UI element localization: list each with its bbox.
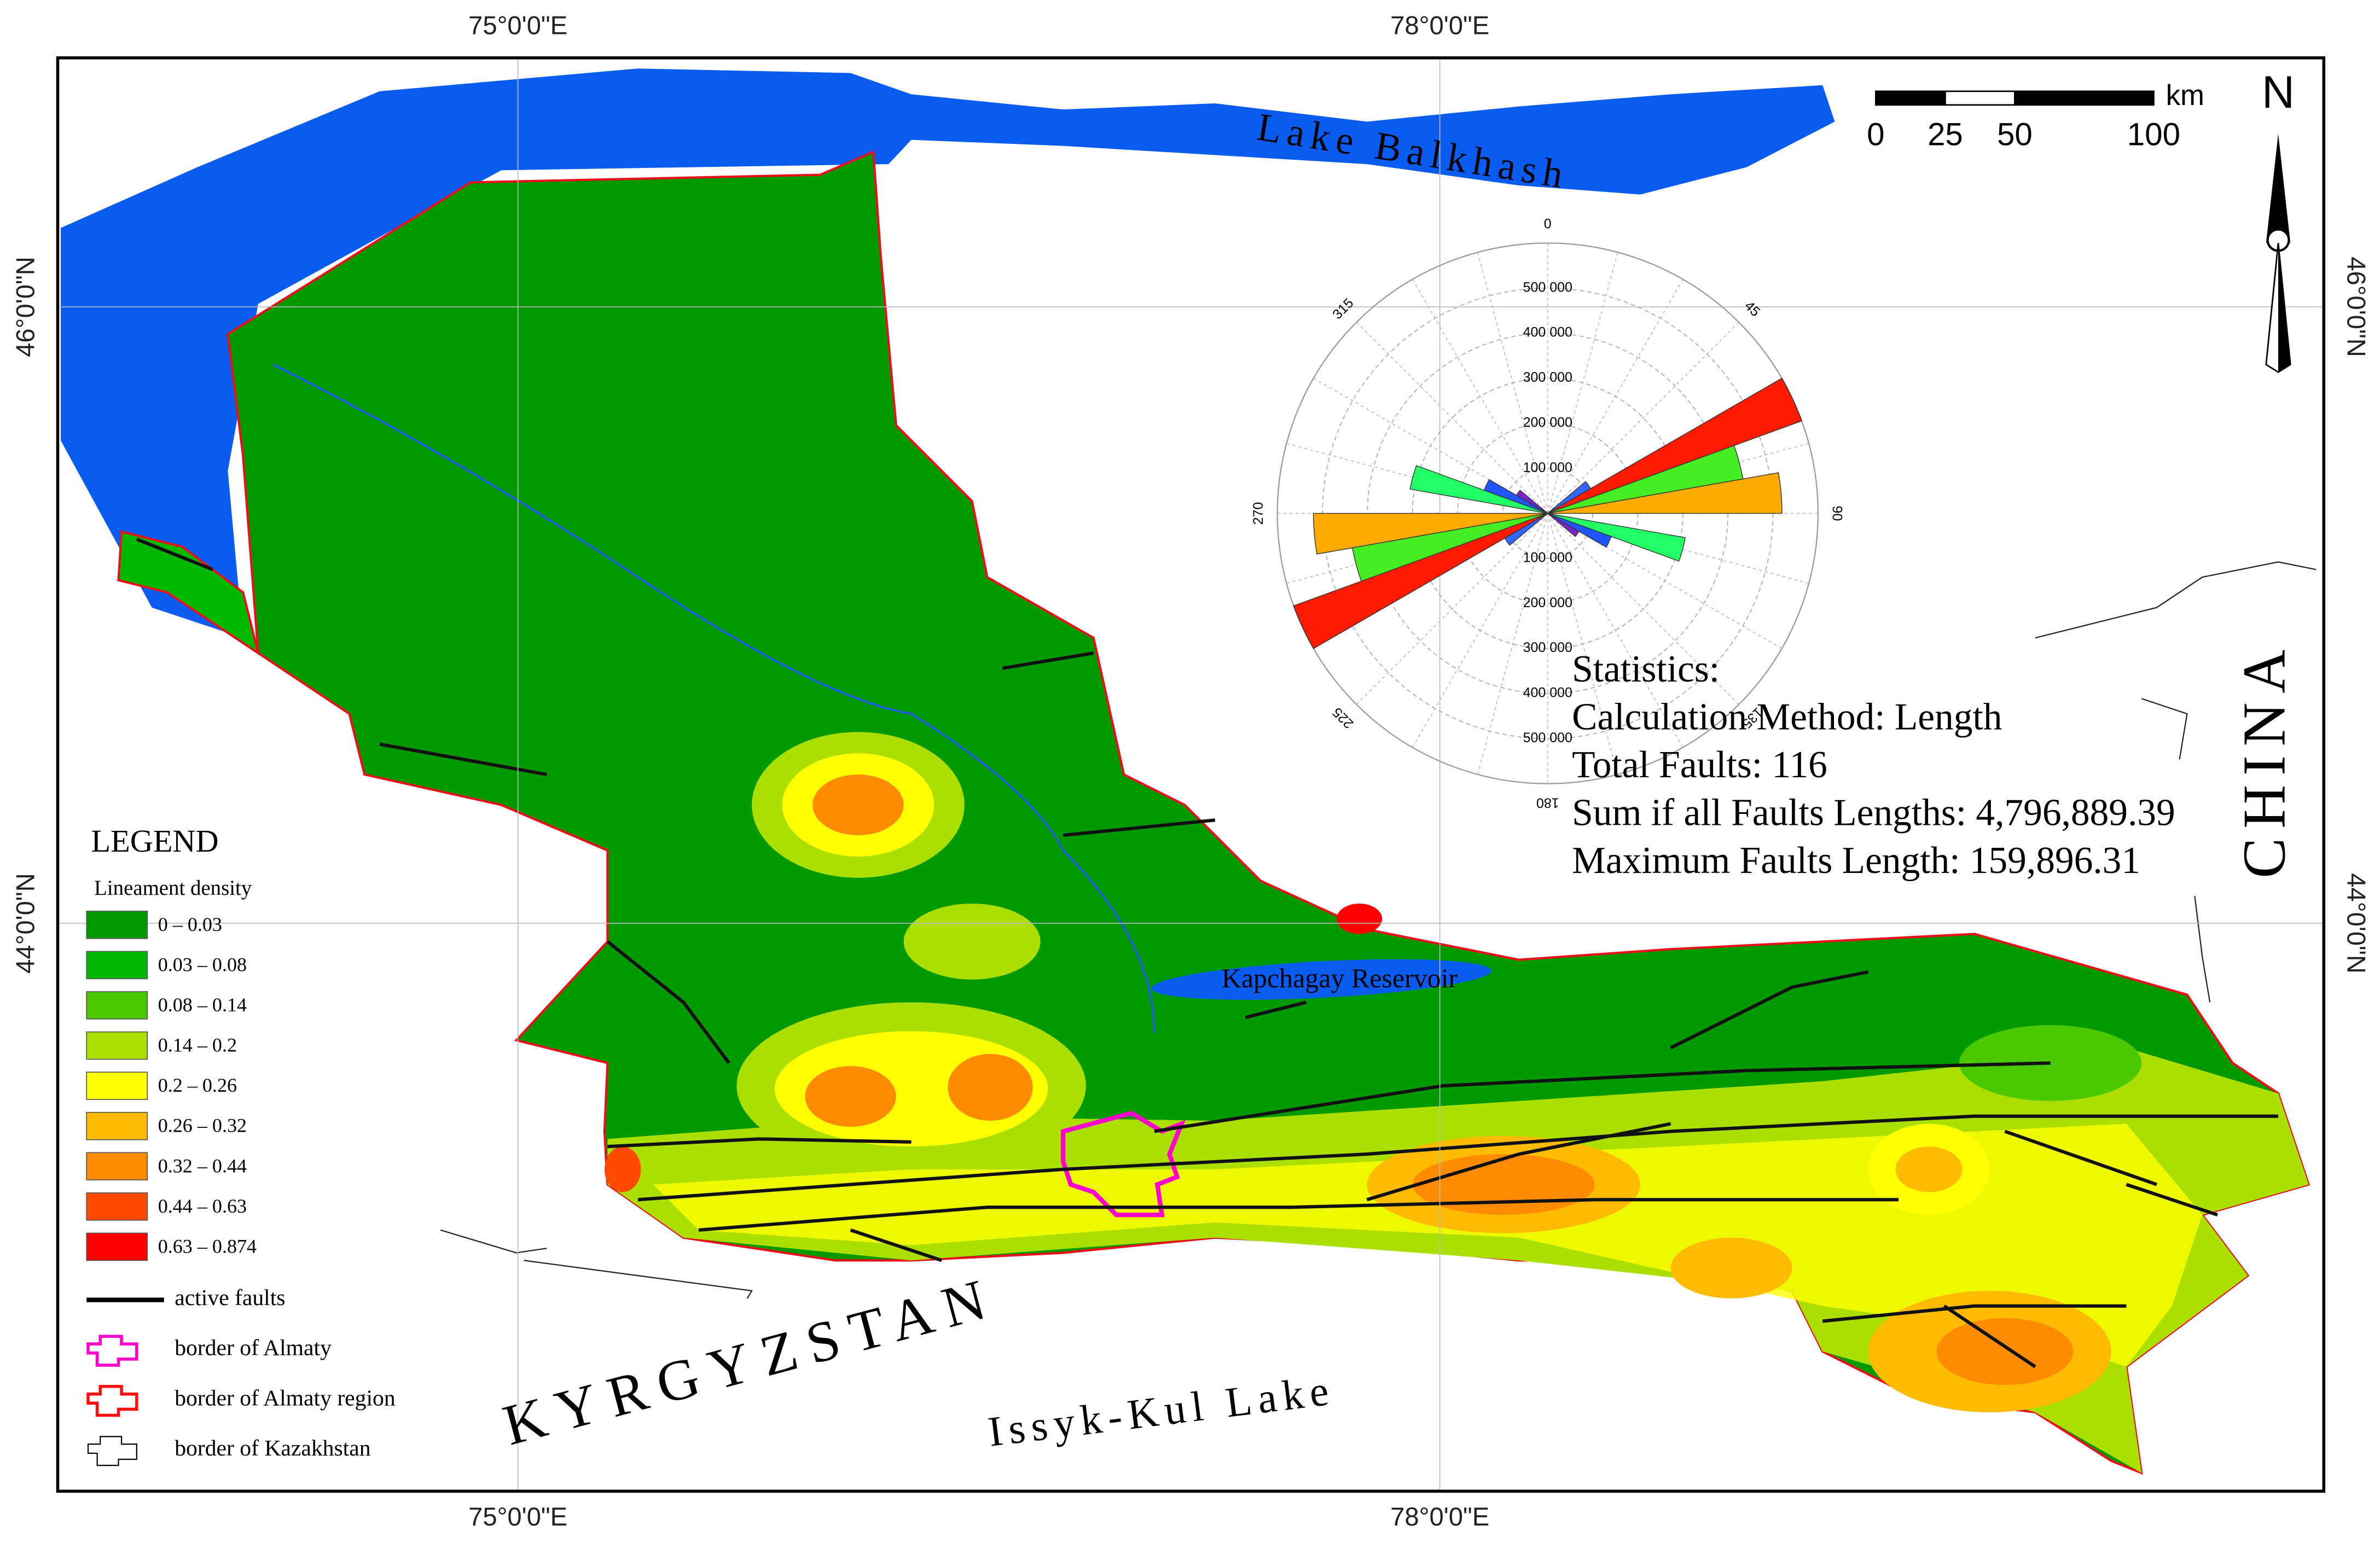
legend-subtitle: Lineament density [94,876,252,900]
lon-label: 78°0'0"E [1390,11,1489,40]
rose-angle-label: 270 [1251,502,1266,525]
place-label: Kapchagay Reservoir [1222,963,1458,993]
rose-spoke [1356,513,1548,705]
legend-border-symbol [87,1436,137,1466]
statistics-line: Maximum Faults Length: 159,896.31 [1572,840,2140,882]
rose-angle-label: 90 [1830,506,1845,521]
legend-swatch [86,1232,148,1261]
rose-radial-label: 200 000 [1523,595,1572,610]
rose-petal [1547,481,1592,514]
map-frame [56,56,2326,1493]
statistics: Statistics: Calculation Method: Length Tot… [1572,648,2175,882]
lat-label: 44°0'0"N [2341,873,2370,974]
lon-label: 75°0'0"E [468,1503,567,1532]
scale-segment [1874,90,1946,106]
statistics-line: Sum if all Faults Lengths: 4,796,889.39 [1572,791,2175,834]
active-faults [136,537,2279,1369]
lon-label: 78°0'0"E [1390,1503,1489,1532]
scale-segment [2013,90,2155,106]
density-blobs [604,732,2142,1412]
legend-swatch [86,1111,148,1140]
scale-bar: 0 25 50 100 km [1867,79,2204,153]
legend: LEGEND Lineament density 0 – 0.03 0.03 – … [86,823,396,1466]
rose-petal [1516,490,1548,514]
rose-radial-label: 500 000 [1523,730,1572,746]
legend-swatch [86,991,148,1020]
legend-label: 0.44 – 0.63 [158,1195,247,1217]
rose-petal [1409,465,1548,514]
statistics-line: Statistics: [1572,648,1720,690]
statistics-line: Calculation Method: Length [1572,696,2002,738]
legend-label: 0.03 – 0.08 [158,953,247,975]
kazakhstan-border [440,561,2317,1299]
place-label: CHINA [2231,641,2298,878]
scale-tick-label: 25 [1928,117,1963,153]
rose-petal [1547,472,1783,514]
rose-radial-label: 200 000 [1523,415,1572,430]
lat-label: 46°0'0"N [2341,257,2370,357]
rose-petal [1293,513,1548,649]
legend-label: border of Almaty [175,1336,332,1361]
scale-tick-label: 0 [1867,117,1884,153]
graticule-labels: 75°0'0"E 78°0'0"E 75°0'0"E 78°0'0"E 46°0… [11,11,2370,1532]
legend-swatch [86,951,148,980]
ile-river [272,364,1156,1033]
statistics-line: Total Faults: 116 [1572,744,1827,786]
rose-diagram: 100 000 100 000 200 000 200 000 300 000 300 0… [1251,217,1845,811]
legend-label: 0.32 – 0.44 [158,1155,247,1177]
legend-border-symbol [86,1385,138,1417]
lake-balkhash [61,68,1835,638]
scale-segment [1944,90,2016,106]
lat-label: 44°0'0"N [11,873,40,974]
rose-radial-label: 300 000 [1523,370,1572,385]
rose-radial-label: 100 000 [1523,550,1572,566]
rose-angle-label: 0 [1544,217,1552,232]
scale-unit: km [2166,79,2204,112]
legend-label: active faults [175,1285,285,1311]
rose-radial-label: 100 000 [1523,460,1572,475]
rose-radial-label: 400 000 [1523,325,1572,340]
legend-swatch [86,1192,148,1221]
kapchagay-reservoir [1151,959,1491,1000]
rose-petal [1547,377,1802,514]
scale-tick-label: 100 [2127,117,2180,153]
rose-petal [1504,513,1548,546]
map-frame-content [61,68,2317,1475]
rose-radial-label: 400 000 [1523,685,1572,701]
density-band-high [653,1123,2203,1367]
legend-label: 0.63 – 0.874 [158,1235,257,1257]
rose-radial-label: 300 000 [1523,640,1572,655]
legend-label: 0.26 – 0.32 [158,1115,247,1137]
legend-swatch [86,1072,148,1100]
rose-petal [1313,513,1548,555]
lon-label: 75°0'0"E [468,11,567,40]
legend-swatch [86,1152,148,1181]
legend-border-symbol [86,1335,138,1367]
legend-label: 0.2 – 0.26 [158,1074,237,1096]
lat-label: 46°0'0"N [11,257,40,357]
legend-title: LEGEND [91,823,219,859]
graticule [57,57,2324,1492]
rose-petal [1547,513,1612,548]
north-arrow [2265,133,2291,374]
legend-label: border of Kazakhstan [175,1436,370,1461]
legend-label: border of Almaty region [175,1385,396,1411]
legend-label: 0.08 – 0.14 [158,994,247,1016]
legend-swatch [86,1031,148,1060]
rose-radial-label: 500 000 [1523,280,1572,295]
rose-angle-label: 180 [1536,795,1559,810]
north-label: N [2262,67,2295,118]
scale-tick-label: 50 [1997,117,2033,153]
rose-petal [1547,513,1686,562]
legend-label: 0 – 0.03 [158,913,222,935]
rose-petal [1483,479,1548,514]
rose-petal [1547,513,1580,537]
legend-label: 0.14 – 0.2 [158,1034,237,1056]
legend-swatch [86,911,148,939]
region-islet [117,530,260,656]
